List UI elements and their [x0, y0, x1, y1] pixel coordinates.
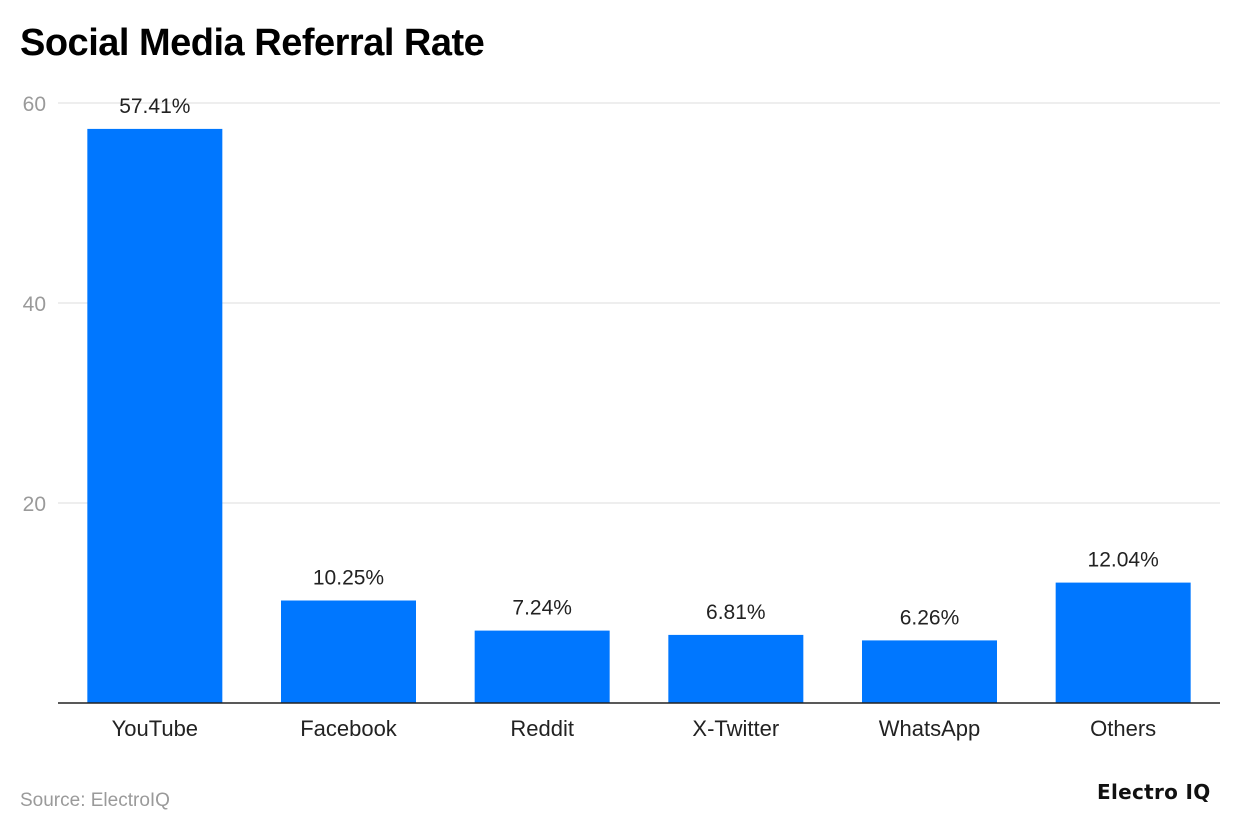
x-tick-label: Reddit — [510, 716, 574, 741]
electroiq-logo: Electro IQ — [1097, 780, 1211, 804]
bar-facebook — [281, 600, 416, 703]
bar-whatsapp — [862, 640, 997, 703]
x-tick-label: X-Twitter — [692, 716, 779, 741]
source-note: Source: ElectroIQ — [20, 790, 170, 811]
data-label: 6.26% — [900, 606, 960, 629]
bar-others — [1055, 582, 1191, 703]
data-label: 7.24% — [512, 597, 572, 620]
data-label: 10.25% — [313, 567, 384, 590]
x-tick-label: Others — [1090, 716, 1156, 741]
y-tick-label: 60 — [23, 93, 46, 116]
y-tick-label: 20 — [23, 493, 46, 516]
data-label: 6.81% — [706, 601, 766, 624]
bar-youtube — [87, 128, 223, 703]
data-label: 12.04% — [1088, 549, 1159, 572]
chart-title: Social Media Referral Rate — [20, 22, 485, 64]
x-tick-label: Facebook — [300, 716, 398, 741]
data-label: 57.41% — [119, 95, 190, 118]
x-tick-label: WhatsApp — [879, 716, 981, 741]
bar-x-twitter — [668, 634, 804, 703]
bar-reddit — [474, 630, 610, 703]
x-tick-label: YouTube — [112, 716, 198, 741]
y-tick-label: 40 — [23, 293, 46, 316]
